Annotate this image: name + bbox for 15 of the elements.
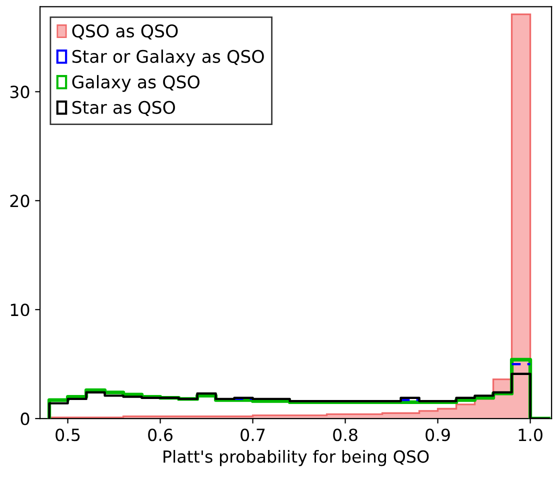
y-tick-label: 30 <box>10 86 30 98</box>
x-tick-label: 0.8 <box>333 428 358 442</box>
legend-label: Star or Galaxy as QSO <box>72 50 264 66</box>
y-tick-label: 0 <box>20 412 30 426</box>
y-tick-label: 10 <box>10 304 30 316</box>
x-axis-title: Platt's probability for being QSO <box>164 450 429 466</box>
legend-label: Galaxy as QSO <box>72 75 200 92</box>
x-tick-label: 1.0 <box>518 428 542 442</box>
x-tick-label: 0.5 <box>56 428 80 442</box>
y-tick-label: 20 <box>10 194 30 208</box>
x-tick-label: 0.6 <box>148 428 172 442</box>
legend-label: Star as QSO <box>72 100 175 116</box>
x-tick-label: 0.9 <box>426 428 450 442</box>
legend-label: QSO as QSO <box>72 24 178 40</box>
x-tick-label: 0.7 <box>240 428 265 442</box>
